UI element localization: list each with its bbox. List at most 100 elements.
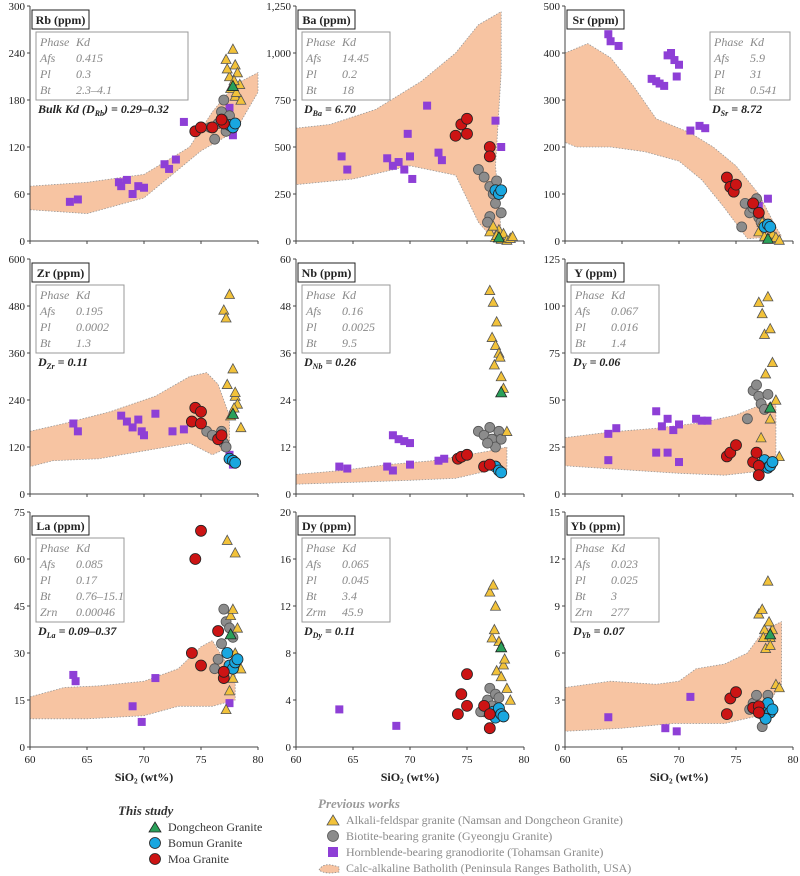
y-tick-label: 60 [280, 254, 292, 266]
kd-box-frame [301, 284, 391, 354]
panel-rb: 0 60 120 180 240 300 Rb (ppm) Phase Kd Afs 0.415 Pl… [9, 1, 259, 248]
hornblende-point [423, 101, 432, 110]
biotite-point [472, 164, 484, 175]
kd-header-phase: Phase [574, 288, 605, 302]
kd-value: 31 [749, 67, 762, 81]
y-tick-label: 8 [286, 648, 292, 660]
moa-point [478, 699, 491, 712]
bulk-d-value: Bulk Kd (DRb) = 0.29–0.32 [37, 102, 169, 118]
hornblende-point [614, 41, 623, 50]
kd-phase: Afs [39, 304, 56, 318]
hornblende-point [65, 197, 74, 206]
hornblende-point [140, 183, 148, 192]
moa-point [750, 446, 763, 459]
y-tick-label: 100 [544, 301, 561, 313]
hornblende-point [128, 702, 137, 711]
legend-previous-works: Previous works Alkali-feldspar granite (… [318, 796, 788, 876]
kd-value: 45.9 [342, 605, 363, 619]
kd-phase: Bt [40, 589, 51, 603]
hornblende-point [686, 126, 695, 135]
bomun-point [766, 456, 779, 468]
panel-title-box [297, 515, 356, 536]
panel-title: Sr (ppm) [566, 9, 625, 30]
kd-value: 0.045 [342, 573, 369, 587]
alkali-point [756, 307, 768, 319]
y-tick-label: 60 [14, 554, 26, 566]
hornblende-point [335, 705, 344, 714]
y-tick-label: 360 [9, 348, 26, 360]
hornblende-point [73, 195, 82, 204]
alkali-point [220, 53, 232, 64]
y-tick-label: 1,000 [266, 48, 291, 60]
kd-value: 0.76–15.1 [76, 589, 124, 603]
y-tick-label: 75 [549, 348, 561, 360]
alkali-point [762, 575, 774, 586]
biotite-point [490, 197, 501, 209]
kd-phase: Bt [714, 83, 725, 97]
alkali-point [486, 331, 498, 342]
hornblende-point [657, 422, 666, 431]
hornblende-point [434, 148, 443, 157]
hornblende-point [128, 190, 137, 198]
y-tick-label: 500 [275, 142, 292, 154]
hornblende-point [403, 129, 412, 138]
alkali-point [494, 351, 506, 362]
hornblende-point [437, 156, 446, 165]
panel-title: Yb (ppm) [566, 515, 625, 536]
kd-value: 0.2 [342, 67, 357, 81]
kd-phase: Afs [305, 304, 322, 318]
bulk-d-value: DLa = 0.09–0.37 [37, 624, 117, 640]
alkali-point [501, 682, 513, 693]
hornblende-point [388, 431, 397, 440]
y-tick-label: 36 [280, 348, 292, 360]
hornblende-point [604, 713, 613, 722]
y-tick-label: 45 [14, 601, 26, 613]
kd-box-frame [570, 537, 660, 623]
panel-title-text: Dy (ppm) [302, 519, 351, 533]
moa-point [451, 708, 464, 720]
alkali-point [498, 653, 511, 664]
dongcheon-point [226, 79, 240, 91]
biotite-point [495, 433, 507, 445]
y-tick-label: 20 [280, 507, 292, 519]
circle-marker-icon [149, 837, 161, 849]
hornblende-point [171, 155, 180, 164]
kd-phase: Zrm [306, 605, 326, 619]
y-tick-label: 0 [286, 236, 292, 248]
kd-box: Phase Kd Afs 0.415 Pl 0.3 Bt 2.3–4.1 Bulk Kd (DR… [35, 31, 189, 118]
kd-header-kd: Kd [75, 35, 91, 49]
kd-value: 0.067 [611, 304, 639, 318]
hornblende-point [763, 194, 772, 203]
kd-value: 0.085 [76, 557, 103, 571]
square-marker-icon [328, 847, 338, 857]
kd-phase: Bt [575, 589, 586, 603]
moa-point [185, 647, 198, 659]
hornblende-point [388, 466, 397, 475]
hornblende-point [168, 427, 177, 436]
dongcheon-point [495, 640, 508, 653]
hornblende-point [343, 165, 352, 174]
hornblende-point [491, 116, 500, 125]
hornblende-point [672, 72, 681, 81]
panel-title-text: Rb (ppm) [36, 13, 86, 27]
y-tick-label: 25 [549, 442, 561, 454]
hornblende-point [343, 464, 352, 473]
bomun-point [231, 653, 244, 666]
kd-header-phase: Phase [39, 35, 70, 49]
kd-header-kd: Kd [341, 288, 357, 302]
y-tick-label: 1,250 [266, 1, 291, 13]
moa-point [461, 112, 473, 125]
kd-phase: Afs [39, 557, 56, 571]
kd-value: 3.4 [341, 589, 357, 603]
alkali-point [758, 328, 771, 339]
kd-phase: Afs [305, 557, 322, 571]
bulk-d-value: DSr = 8.72 [711, 102, 762, 118]
kd-phase: Bt [575, 336, 586, 350]
kd-box: Phase Kd Afs 0.065 Pl 0.045 Bt 3.4 Zrm 45.9 DDy = … [301, 537, 391, 640]
kd-value: 1.3 [76, 336, 91, 350]
hornblende-point [406, 460, 414, 469]
y-tick-label: 0 [555, 489, 561, 501]
hornblende-point [400, 165, 409, 174]
x-axis-label: SiO₂ (wt%) [381, 770, 440, 784]
kd-header-kd: Kd [610, 541, 626, 555]
